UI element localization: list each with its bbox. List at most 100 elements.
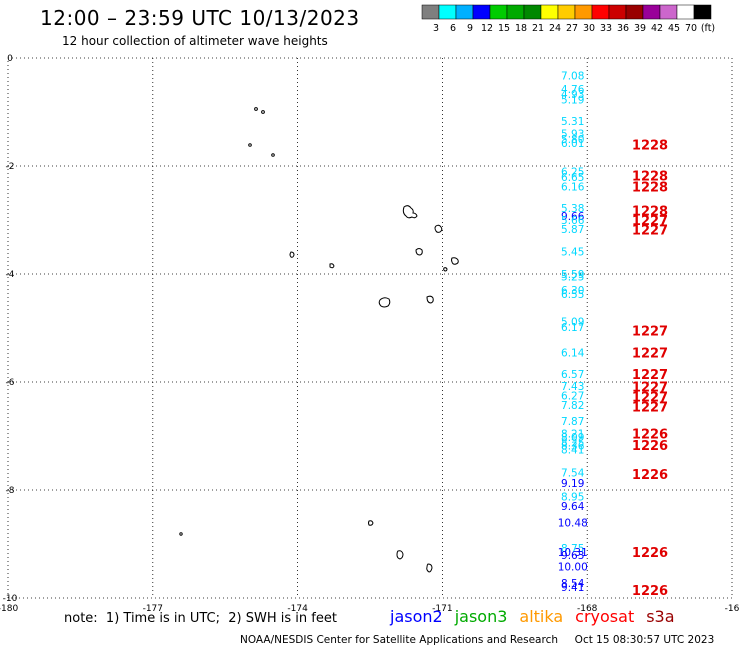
color-scale-label: 3 (433, 23, 439, 34)
pass-time-label: 1227 (632, 368, 668, 383)
swh-value: 9.41 (561, 582, 584, 594)
pass-time-label: 1226 (632, 584, 668, 599)
color-swatch (625, 4, 644, 20)
swh-value: 7.43 (561, 381, 584, 393)
swh-value: 5.87 (561, 224, 584, 236)
color-swatch (642, 4, 661, 20)
y-tick-label: -8 (6, 486, 15, 496)
swh-value: 6.14 (561, 347, 585, 359)
footer-note: note: 1) Time is in UTC; 2) SWH is in fe… (64, 611, 337, 626)
swh-value: 10.48 (558, 517, 588, 529)
island (451, 257, 459, 265)
swh-value: 5.31 (561, 116, 584, 128)
y-tick-label: -6 (6, 378, 15, 388)
x-tick-label: -174 (287, 604, 308, 614)
color-scale-label: 33 (600, 23, 612, 34)
pass-time-label: 1227 (632, 346, 668, 361)
swh-value: 8.25 (561, 437, 584, 449)
swh-value: 7.54 (561, 468, 585, 480)
island (271, 153, 275, 157)
pass-time-label: 1227 (632, 380, 668, 395)
y-tick-label: -2 (6, 162, 15, 172)
swh-value: 8.36 (561, 441, 585, 453)
plot-frame (7, 57, 733, 599)
swh-value: 8.09 (561, 432, 584, 444)
color-swatch (421, 4, 440, 20)
swh-value: 10.00 (558, 562, 588, 574)
swh-value: 4.76 (561, 84, 585, 96)
color-swatch (540, 4, 559, 20)
island (248, 143, 252, 147)
satellite-legend-s3a: s3a (646, 607, 675, 626)
island (415, 248, 423, 256)
y-tick-label: -10 (3, 594, 18, 604)
color-scale-label: 39 (634, 23, 646, 34)
swh-value: 5.38 (561, 203, 584, 215)
pass-time-label: 1228 (632, 138, 668, 153)
swh-value: 5.59 (561, 269, 584, 281)
island (402, 205, 418, 219)
swh-value: 7.08 (561, 70, 584, 82)
swh-value: 8.75 (561, 543, 584, 555)
chart-title: 12:00 – 23:59 UTC 10/13/2023 (40, 6, 360, 30)
island (443, 267, 448, 272)
swh-value: 8.54 (561, 578, 585, 590)
swh-points: 7.08 4.764.935.19 5.315.935.806.01 6.256.65… (558, 70, 588, 594)
x-tick-label: -180 (0, 604, 18, 614)
pass-time-label: 1226 (632, 427, 668, 442)
island (254, 107, 258, 111)
x-tick-label: -177 (143, 604, 163, 614)
x-tick-label: -171 (432, 604, 452, 614)
color-scale-label: 6 (450, 23, 456, 34)
island (434, 224, 443, 233)
pass-time-label: 1228 (632, 170, 668, 185)
satellite-legend-altika: altika (519, 607, 564, 626)
color-scale-label: 21 (532, 23, 544, 34)
island (261, 110, 265, 114)
swh-value: 5.80 (561, 134, 584, 146)
color-scale-label: 36 (617, 23, 629, 34)
y-tick-label: -4 (6, 270, 15, 280)
swh-value: 5.19 (561, 95, 584, 107)
color-scale-label: 18 (515, 23, 527, 34)
swh-value: 9.19 (561, 478, 584, 490)
color-swatch (489, 4, 508, 20)
swh-value: 9.66 (561, 211, 585, 223)
island (426, 295, 434, 304)
color-swatch (438, 4, 457, 20)
swh-value: 4.93 (561, 89, 584, 101)
color-scale-label: 12 (481, 23, 493, 34)
swh-value: 8.95 (561, 491, 584, 503)
color-swatch (455, 4, 474, 20)
satellite-legend: jason2 jason3 altika cryosat s3a (390, 607, 687, 626)
swh-value: 5.45 (561, 246, 584, 258)
color-swatch (574, 4, 593, 20)
swh-value: 7.87 (561, 416, 584, 428)
swh-value: 5.09 (561, 317, 584, 329)
swh-value: 5.93 (561, 129, 584, 141)
swh-value: 6.30 (561, 285, 584, 297)
swh-value: 10.31 (558, 547, 588, 559)
island (426, 563, 433, 573)
swh-value: 6.57 (561, 369, 584, 381)
island (368, 520, 374, 526)
swh-value: 6.17 (561, 322, 584, 334)
satellite-legend-jason3: jason3 (454, 607, 508, 626)
swh-value: 6.65 (561, 172, 584, 184)
pass-time-label: 1227 (632, 224, 668, 239)
swh-value: 9.64 (561, 501, 585, 513)
color-scale-label: 30 (583, 23, 595, 34)
color-scale-label: 15 (498, 23, 510, 34)
color-scale-label: 45 (668, 23, 680, 34)
color-swatch (472, 4, 491, 20)
color-swatch (693, 4, 712, 20)
pass-time-label: 1226 (632, 439, 668, 454)
color-swatch (608, 4, 627, 20)
color-swatch (659, 4, 678, 20)
swh-value: 8.21 (561, 428, 584, 440)
color-scale-label: 24 (549, 23, 561, 34)
pass-time-label: 1227 (632, 400, 668, 415)
color-swatch (591, 4, 610, 20)
island (378, 297, 391, 308)
satellite-legend-jason2: jason2 (390, 607, 443, 626)
